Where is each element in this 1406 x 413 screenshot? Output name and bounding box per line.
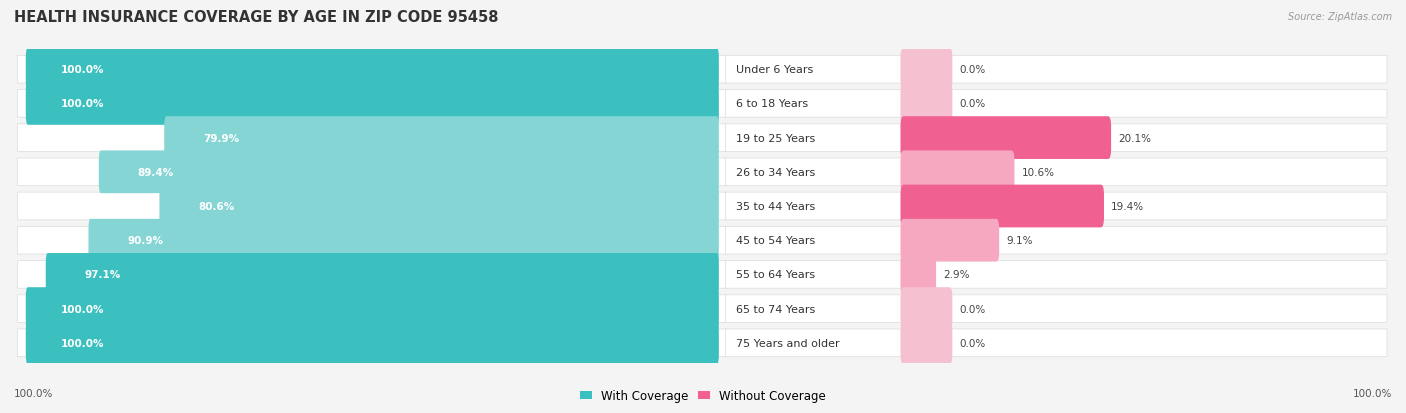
FancyBboxPatch shape bbox=[25, 287, 718, 330]
Text: 90.9%: 90.9% bbox=[128, 236, 163, 246]
Text: 10.6%: 10.6% bbox=[1022, 167, 1054, 177]
Text: 65 to 74 Years: 65 to 74 Years bbox=[735, 304, 815, 314]
Text: 79.9%: 79.9% bbox=[204, 133, 239, 143]
FancyBboxPatch shape bbox=[725, 56, 1386, 84]
FancyBboxPatch shape bbox=[25, 322, 718, 364]
Text: 0.0%: 0.0% bbox=[959, 99, 986, 109]
FancyBboxPatch shape bbox=[17, 329, 727, 357]
Text: 45 to 54 Years: 45 to 54 Years bbox=[735, 236, 815, 246]
Text: 75 Years and older: 75 Years and older bbox=[735, 338, 839, 348]
FancyBboxPatch shape bbox=[17, 124, 727, 152]
Text: 0.0%: 0.0% bbox=[959, 304, 986, 314]
Text: 2.9%: 2.9% bbox=[943, 270, 970, 280]
FancyBboxPatch shape bbox=[725, 193, 1386, 220]
FancyBboxPatch shape bbox=[900, 49, 952, 91]
Text: Source: ZipAtlas.com: Source: ZipAtlas.com bbox=[1288, 12, 1392, 22]
FancyBboxPatch shape bbox=[900, 185, 1104, 228]
Text: 89.4%: 89.4% bbox=[138, 167, 174, 177]
Text: 100.0%: 100.0% bbox=[62, 338, 104, 348]
FancyBboxPatch shape bbox=[725, 90, 1386, 118]
Text: HEALTH INSURANCE COVERAGE BY AGE IN ZIP CODE 95458: HEALTH INSURANCE COVERAGE BY AGE IN ZIP … bbox=[14, 10, 499, 25]
FancyBboxPatch shape bbox=[725, 261, 1386, 289]
Text: 26 to 34 Years: 26 to 34 Years bbox=[735, 167, 815, 177]
Text: 80.6%: 80.6% bbox=[198, 202, 235, 211]
Text: Under 6 Years: Under 6 Years bbox=[735, 65, 813, 75]
Text: 100.0%: 100.0% bbox=[1353, 388, 1392, 398]
FancyBboxPatch shape bbox=[725, 124, 1386, 152]
FancyBboxPatch shape bbox=[900, 117, 1111, 159]
FancyBboxPatch shape bbox=[900, 287, 952, 330]
Text: 9.1%: 9.1% bbox=[1007, 236, 1033, 246]
FancyBboxPatch shape bbox=[725, 159, 1386, 186]
Text: 20.1%: 20.1% bbox=[1118, 133, 1152, 143]
FancyBboxPatch shape bbox=[17, 261, 727, 289]
FancyBboxPatch shape bbox=[900, 83, 952, 126]
FancyBboxPatch shape bbox=[17, 56, 727, 84]
Legend: With Coverage, Without Coverage: With Coverage, Without Coverage bbox=[575, 385, 831, 407]
FancyBboxPatch shape bbox=[98, 151, 718, 194]
FancyBboxPatch shape bbox=[900, 219, 1000, 262]
FancyBboxPatch shape bbox=[725, 329, 1386, 357]
Text: 97.1%: 97.1% bbox=[84, 270, 121, 280]
FancyBboxPatch shape bbox=[900, 254, 936, 296]
Text: 55 to 64 Years: 55 to 64 Years bbox=[735, 270, 814, 280]
Text: 19 to 25 Years: 19 to 25 Years bbox=[735, 133, 815, 143]
Text: 100.0%: 100.0% bbox=[14, 388, 53, 398]
FancyBboxPatch shape bbox=[17, 159, 727, 186]
Text: 35 to 44 Years: 35 to 44 Years bbox=[735, 202, 815, 211]
Text: 0.0%: 0.0% bbox=[959, 338, 986, 348]
FancyBboxPatch shape bbox=[725, 227, 1386, 254]
FancyBboxPatch shape bbox=[89, 219, 718, 262]
FancyBboxPatch shape bbox=[165, 117, 718, 159]
FancyBboxPatch shape bbox=[725, 295, 1386, 323]
FancyBboxPatch shape bbox=[17, 90, 727, 118]
FancyBboxPatch shape bbox=[17, 295, 727, 323]
Text: 0.0%: 0.0% bbox=[959, 65, 986, 75]
FancyBboxPatch shape bbox=[17, 227, 727, 254]
Text: 100.0%: 100.0% bbox=[62, 65, 104, 75]
FancyBboxPatch shape bbox=[25, 49, 718, 91]
Text: 100.0%: 100.0% bbox=[62, 99, 104, 109]
FancyBboxPatch shape bbox=[46, 254, 718, 296]
FancyBboxPatch shape bbox=[900, 322, 952, 364]
FancyBboxPatch shape bbox=[25, 83, 718, 126]
Text: 6 to 18 Years: 6 to 18 Years bbox=[735, 99, 808, 109]
FancyBboxPatch shape bbox=[900, 151, 1015, 194]
FancyBboxPatch shape bbox=[17, 193, 727, 220]
FancyBboxPatch shape bbox=[159, 185, 718, 228]
Text: 100.0%: 100.0% bbox=[62, 304, 104, 314]
Text: 19.4%: 19.4% bbox=[1111, 202, 1144, 211]
